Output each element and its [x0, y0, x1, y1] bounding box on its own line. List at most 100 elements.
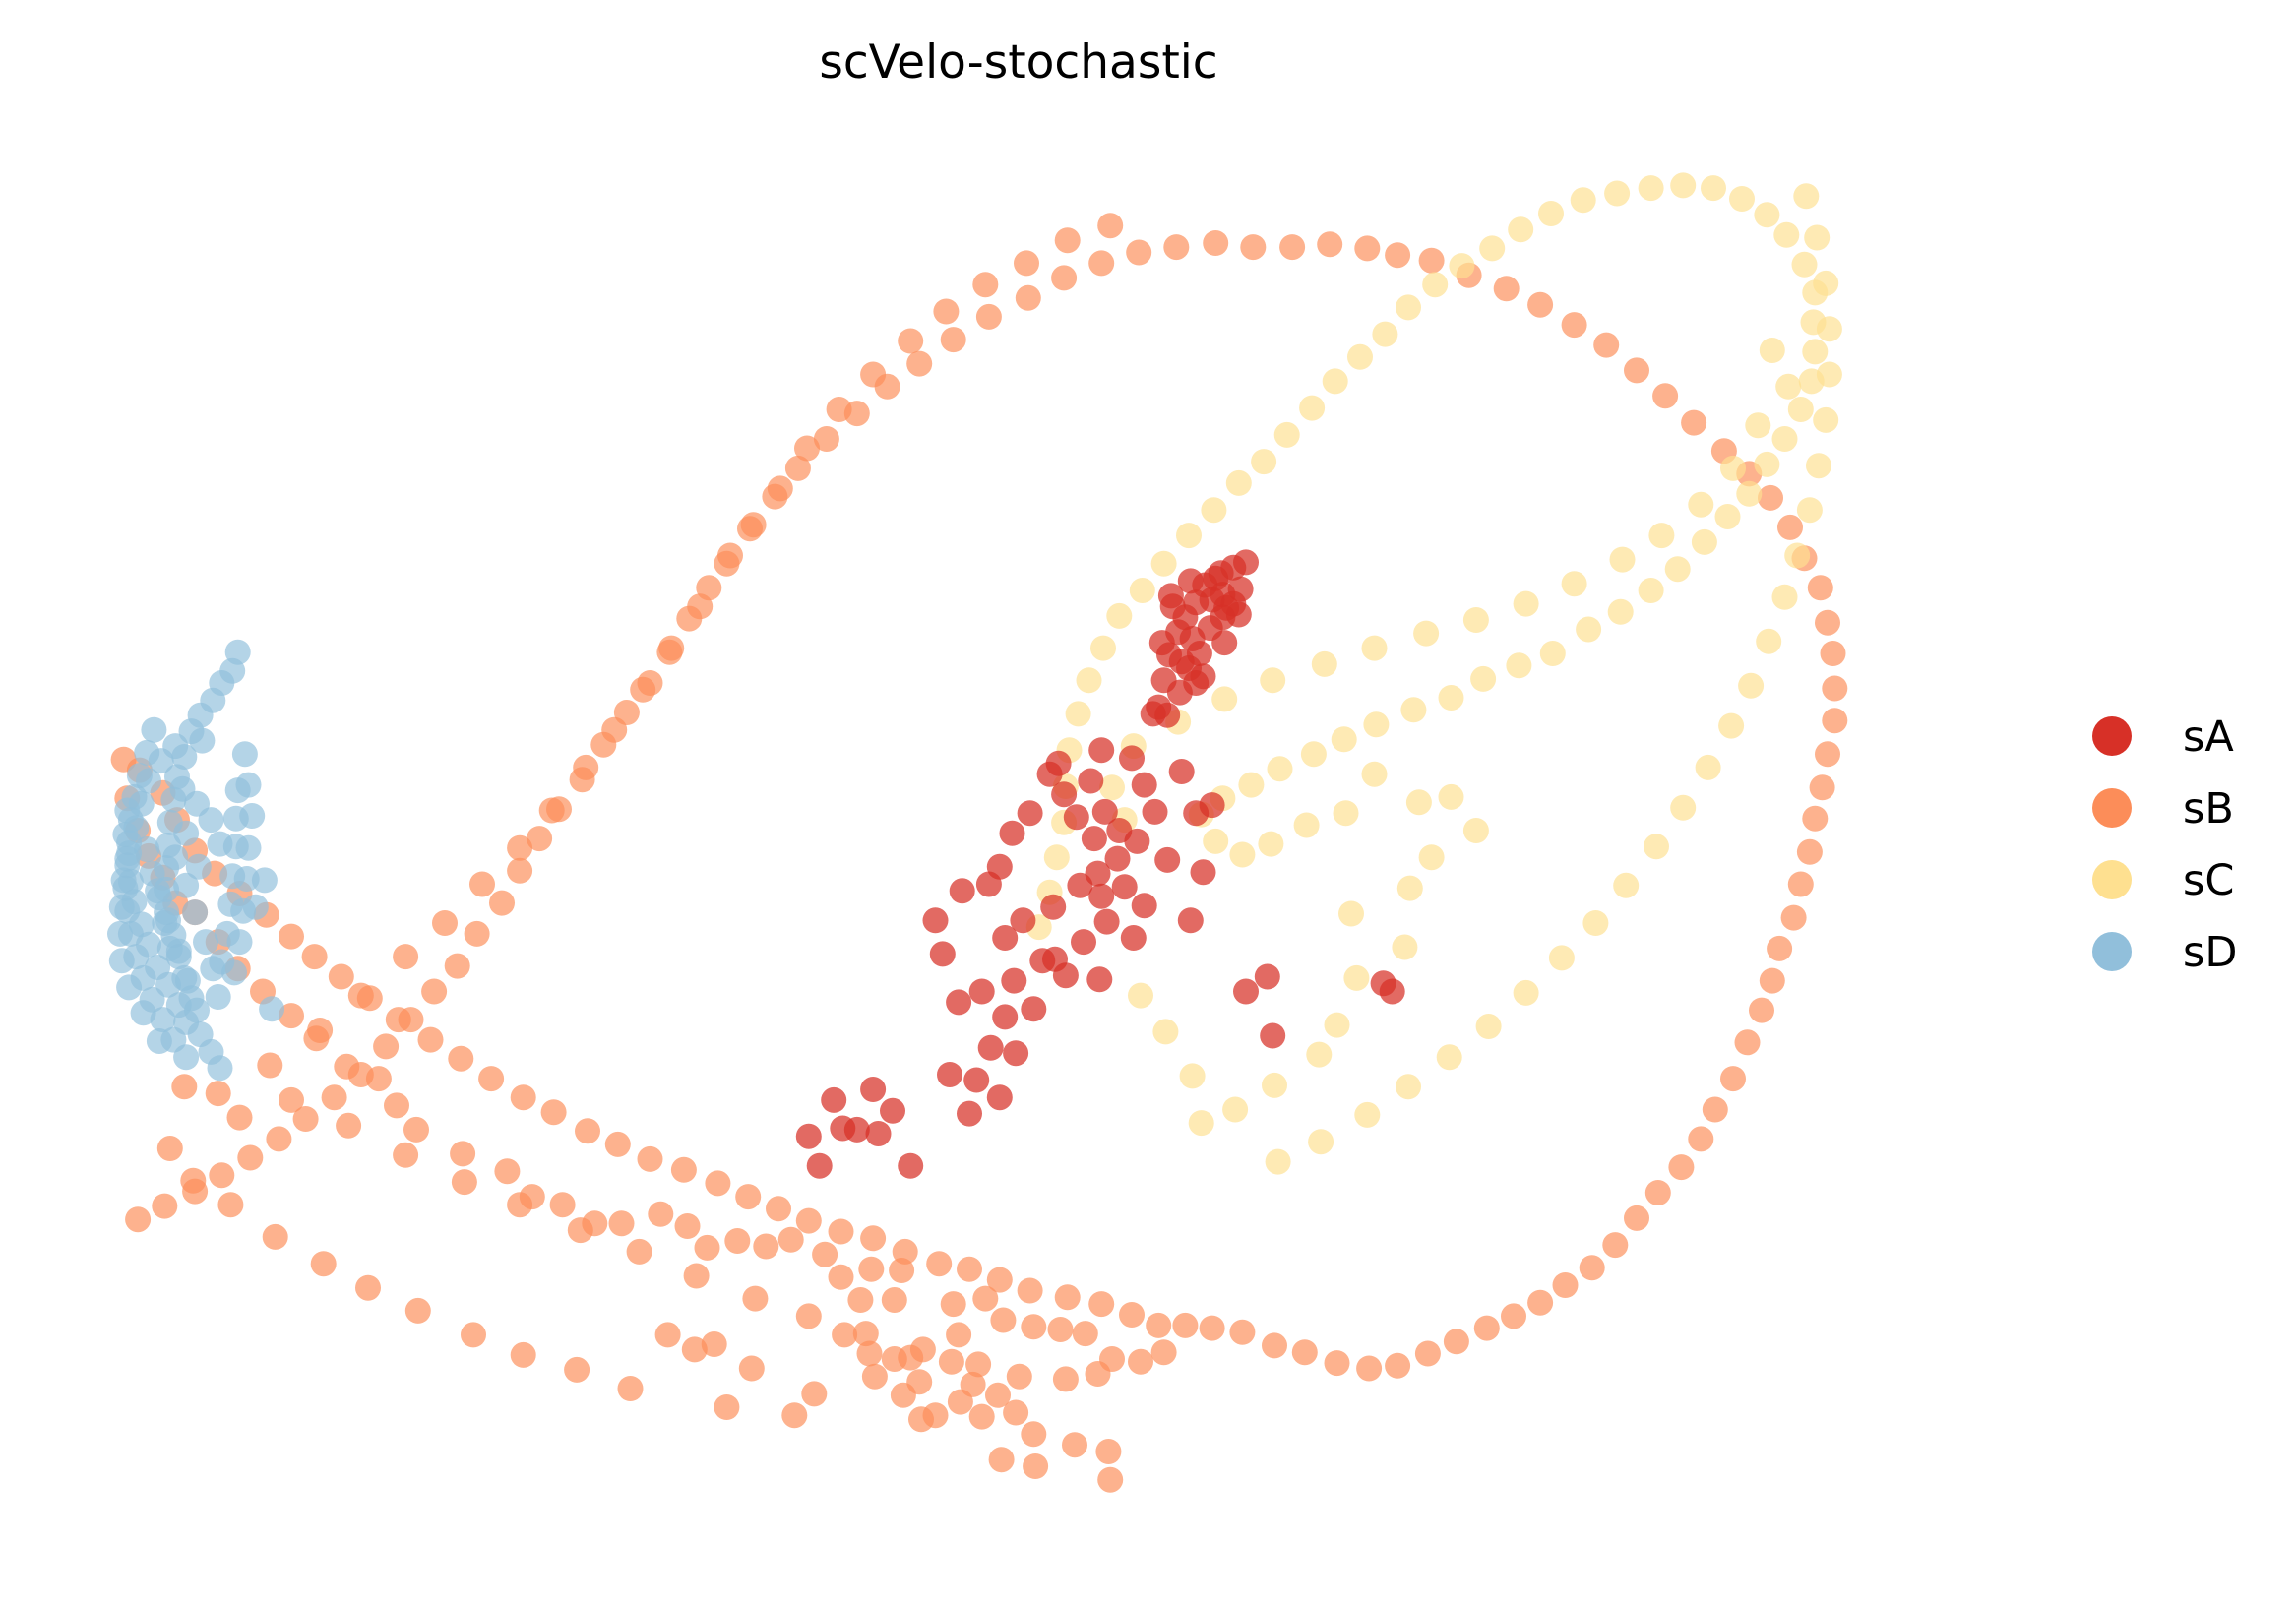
point-sA-14 — [1003, 1040, 1029, 1067]
point-sB-121 — [1552, 1272, 1579, 1298]
point-sA-97 — [1168, 649, 1195, 675]
point-sB-92 — [670, 1156, 697, 1183]
point-sC-45 — [1773, 221, 1800, 248]
point-sC-52 — [1570, 187, 1596, 214]
point-sC-51 — [1604, 180, 1631, 207]
point-sA-19 — [1021, 996, 1047, 1022]
point-sD-94 — [155, 833, 181, 858]
point-sC-3 — [1324, 1012, 1350, 1038]
point-sA-43 — [1119, 745, 1145, 772]
point-sB-114 — [1356, 1355, 1383, 1382]
point-sC-41 — [1802, 339, 1829, 365]
point-sB-39 — [881, 1287, 907, 1313]
point-sB-18 — [990, 1307, 1017, 1333]
point-sA-45 — [1051, 781, 1078, 808]
point-sB-0 — [988, 1447, 1015, 1473]
legend-label-sC: sC — [2183, 856, 2234, 905]
point-sA-98 — [1213, 594, 1240, 621]
point-sB-225 — [510, 1341, 536, 1368]
point-sD-58 — [239, 803, 266, 829]
point-sB-236 — [307, 1018, 334, 1043]
point-sB-61 — [279, 1003, 304, 1029]
point-sD-80 — [123, 944, 150, 970]
point-sB-87 — [510, 1084, 536, 1111]
point-sC-73 — [1065, 701, 1091, 727]
point-sC-1 — [1262, 1072, 1287, 1098]
point-sB-98 — [860, 1225, 887, 1252]
point-sB-46 — [724, 1228, 751, 1254]
point-sA-15 — [946, 989, 972, 1016]
point-sD-13 — [207, 1055, 233, 1082]
point-sB-170 — [975, 303, 1002, 330]
point-sB-160 — [1354, 235, 1381, 262]
point-sB-228 — [355, 1274, 381, 1301]
point-sA-30 — [1131, 893, 1157, 919]
point-sC-7 — [1396, 875, 1423, 901]
point-sA-52 — [975, 871, 1002, 897]
point-sA-22 — [992, 925, 1019, 951]
point-sD-99 — [165, 944, 192, 970]
point-sA-85 — [1140, 701, 1166, 727]
point-sB-159 — [1385, 242, 1411, 269]
point-sC-115 — [1648, 523, 1675, 549]
point-sC-62 — [1299, 395, 1326, 421]
point-sB-31 — [881, 1346, 907, 1372]
point-sD-36 — [193, 929, 218, 956]
point-sB-158 — [1418, 247, 1445, 274]
point-sD-34 — [173, 872, 200, 898]
point-sB-86 — [478, 1066, 505, 1092]
point-sC-20 — [1238, 772, 1265, 798]
point-sB-103 — [1017, 1277, 1043, 1304]
point-sD-71 — [134, 739, 160, 766]
point-sB-25 — [1085, 1361, 1111, 1387]
point-sC-36 — [1736, 480, 1763, 507]
point-sA-61 — [1199, 792, 1225, 819]
point-sC-127 — [1099, 774, 1125, 801]
point-sC-61 — [1322, 368, 1348, 395]
point-sA-58 — [1168, 759, 1195, 784]
point-sA-54 — [922, 907, 949, 934]
point-sD-77 — [112, 875, 139, 901]
point-sB-106 — [1119, 1302, 1145, 1328]
point-sC-27 — [1470, 665, 1497, 692]
point-sB-130 — [1734, 1029, 1761, 1056]
point-sA-28 — [1088, 883, 1115, 909]
point-sA-34 — [1067, 872, 1093, 898]
legend-label-sB: sB — [2183, 784, 2234, 834]
point-sB-133 — [1767, 935, 1793, 961]
point-sB-116 — [1414, 1340, 1441, 1367]
point-sB-140 — [1822, 708, 1848, 734]
point-sB-137 — [1802, 805, 1829, 832]
point-sD-89 — [189, 727, 216, 754]
point-sD-86 — [251, 867, 278, 894]
point-sD-67 — [207, 831, 233, 857]
point-sD-93 — [156, 809, 183, 835]
point-sB-12 — [856, 1340, 883, 1367]
point-sB-156 — [1493, 276, 1520, 302]
point-sB-43 — [812, 1241, 838, 1267]
point-sC-77 — [1043, 844, 1070, 871]
point-sB-244 — [601, 716, 628, 743]
point-sB-193 — [421, 978, 448, 1005]
point-sB-136 — [1796, 838, 1823, 865]
point-sA-24 — [1052, 962, 1079, 989]
point-sC-26 — [1438, 685, 1464, 711]
point-sC-88 — [1436, 1044, 1462, 1071]
point-sD-98 — [160, 922, 187, 949]
point-sB-44 — [777, 1226, 804, 1253]
point-sC-96 — [1695, 754, 1721, 780]
point-sB-146 — [1777, 514, 1803, 540]
point-sA-13 — [986, 1084, 1013, 1111]
point-sB-215 — [742, 1285, 769, 1312]
point-sC-70 — [1106, 602, 1133, 629]
point-sB-233 — [156, 1136, 183, 1161]
point-sC-81 — [1152, 1019, 1179, 1045]
point-sB-250 — [767, 475, 793, 502]
point-sC-98 — [1738, 672, 1765, 699]
point-sB-172 — [906, 350, 933, 377]
point-sA-6 — [865, 1121, 892, 1146]
point-sB-138 — [1809, 774, 1835, 801]
point-sC-34 — [1691, 528, 1717, 555]
point-sA-5 — [860, 1077, 887, 1102]
point-sA-95 — [1183, 670, 1210, 696]
